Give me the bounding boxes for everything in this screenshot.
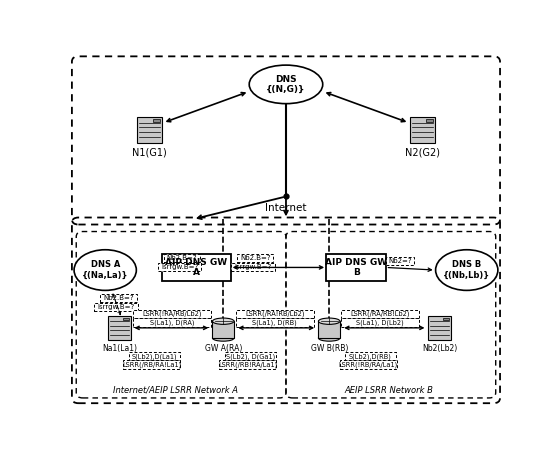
FancyBboxPatch shape: [123, 360, 180, 369]
FancyBboxPatch shape: [341, 310, 418, 318]
Text: LSRR(/RA/RB!Lb2): LSRR(/RA/RB!Lb2): [350, 311, 410, 318]
FancyBboxPatch shape: [426, 119, 433, 121]
Text: Nb2.B=?: Nb2.B=?: [240, 255, 271, 261]
Text: GW B(RB): GW B(RB): [311, 344, 348, 353]
Text: DNS
{(N,G)}: DNS {(N,G)}: [266, 75, 306, 94]
FancyBboxPatch shape: [236, 318, 314, 327]
FancyBboxPatch shape: [326, 253, 386, 281]
FancyBboxPatch shape: [341, 318, 418, 327]
Text: Nb2.B=?: Nb2.B=?: [166, 255, 197, 261]
FancyBboxPatch shape: [213, 321, 234, 338]
Ellipse shape: [213, 318, 234, 324]
Text: DNS B
{(Nb,Lb)}: DNS B {(Nb,Lb)}: [443, 260, 490, 280]
Text: Na1(La1): Na1(La1): [102, 344, 137, 353]
Text: AIP DNS GW
A: AIP DNS GW A: [165, 258, 227, 277]
Ellipse shape: [436, 250, 498, 290]
FancyBboxPatch shape: [428, 316, 451, 339]
FancyBboxPatch shape: [410, 117, 435, 142]
FancyBboxPatch shape: [340, 360, 397, 369]
Text: Internet/AEIP LSRR Network A: Internet/AEIP LSRR Network A: [113, 386, 238, 395]
Text: N1(G1): N1(G1): [132, 147, 167, 157]
FancyBboxPatch shape: [162, 253, 230, 281]
Text: LSRR(!RB/RA/La1): LSRR(!RB/RA/La1): [339, 361, 398, 368]
FancyBboxPatch shape: [237, 254, 273, 263]
Text: LSRR(/RB/RA!La1): LSRR(/RB/RA!La1): [122, 361, 181, 368]
FancyBboxPatch shape: [133, 310, 211, 318]
Text: Internet: Internet: [265, 203, 307, 213]
FancyBboxPatch shape: [129, 352, 180, 360]
Text: AIP DNS GW
B: AIP DNS GW B: [325, 258, 387, 277]
Text: N2(G2): N2(G2): [405, 147, 440, 157]
Text: LSRR(!RA/RB/Lb2): LSRR(!RA/RB/Lb2): [142, 311, 202, 318]
FancyBboxPatch shape: [225, 352, 276, 360]
FancyBboxPatch shape: [137, 117, 162, 142]
FancyBboxPatch shape: [108, 316, 131, 339]
FancyBboxPatch shape: [94, 303, 138, 311]
Text: DNS A
{(Na,La)}: DNS A {(Na,La)}: [82, 260, 128, 280]
Text: LSRR(/RA!RB/Lb2): LSRR(/RA!RB/Lb2): [245, 311, 305, 318]
Text: lsrrgw.B=?: lsrrgw.B=?: [161, 264, 198, 270]
FancyBboxPatch shape: [163, 254, 200, 263]
FancyBboxPatch shape: [319, 321, 340, 338]
FancyBboxPatch shape: [345, 352, 396, 360]
Ellipse shape: [249, 65, 323, 104]
FancyBboxPatch shape: [133, 318, 211, 327]
Text: S(La1), D(Lb2): S(La1), D(Lb2): [356, 319, 403, 326]
Text: S(La1), D(RB): S(La1), D(RB): [252, 319, 297, 326]
Text: S(La1), D(RA): S(La1), D(RA): [150, 319, 195, 326]
Text: S(Lb2),D(RB): S(Lb2),D(RB): [349, 353, 392, 359]
Ellipse shape: [213, 335, 234, 341]
Text: S(Lb2), D(Ga1): S(Lb2), D(Ga1): [225, 353, 275, 359]
FancyBboxPatch shape: [442, 318, 449, 320]
Text: Nb2(Lb2): Nb2(Lb2): [422, 344, 457, 353]
FancyBboxPatch shape: [236, 310, 314, 318]
Text: Nb2=?: Nb2=?: [388, 258, 411, 264]
FancyBboxPatch shape: [386, 257, 413, 265]
Text: GW A(RA): GW A(RA): [205, 344, 242, 353]
Text: Nb2.B=?: Nb2.B=?: [103, 295, 134, 301]
Text: lsrrgw.B=?: lsrrgw.B=?: [234, 264, 272, 270]
FancyBboxPatch shape: [219, 360, 276, 369]
Ellipse shape: [319, 335, 340, 341]
FancyBboxPatch shape: [232, 263, 275, 272]
FancyBboxPatch shape: [153, 119, 160, 121]
Text: AEIP LSRR Network B: AEIP LSRR Network B: [344, 386, 434, 395]
Text: S(Lb2),D(La1): S(Lb2),D(La1): [132, 353, 177, 359]
FancyBboxPatch shape: [158, 263, 201, 272]
Text: LSRR(/RB!RA/La1): LSRR(/RB!RA/La1): [218, 361, 277, 368]
FancyBboxPatch shape: [123, 318, 129, 320]
FancyBboxPatch shape: [100, 293, 137, 302]
Ellipse shape: [74, 250, 136, 290]
Text: lsrrgw.B=?: lsrrgw.B=?: [98, 304, 134, 310]
Ellipse shape: [319, 318, 340, 324]
